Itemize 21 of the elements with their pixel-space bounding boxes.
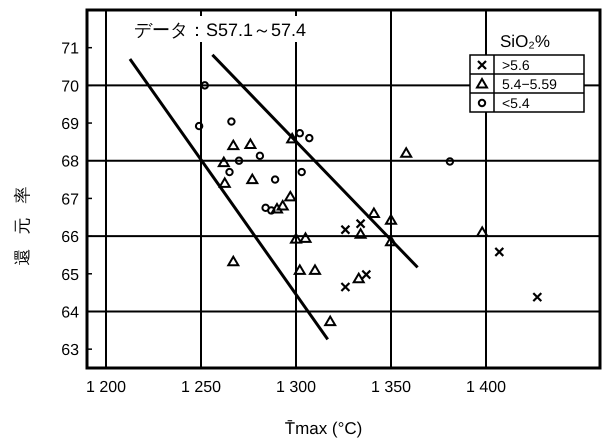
y-axis-title: 還元率 — [13, 172, 32, 266]
legend-label: 5.4−5.59 — [502, 76, 558, 92]
y-tick-label: 67 — [61, 191, 80, 208]
legend-label: <5.4 — [502, 95, 530, 111]
legend-title: SiO₂% — [500, 32, 550, 51]
y-tick-label: 64 — [61, 304, 80, 322]
y-tick-label: 66 — [61, 229, 80, 246]
y-tick-label: 69 — [61, 116, 80, 134]
y-tick-label: 71 — [61, 40, 80, 58]
annotation: データ：S57.1～57.4 — [134, 20, 306, 40]
y-tick-label: 68 — [61, 154, 80, 171]
legend-label: >5.6 — [502, 57, 530, 73]
x-tick-label: 1 300 — [276, 379, 316, 396]
x-tick-label: 1 400 — [466, 379, 506, 396]
y-tick-label: 63 — [61, 342, 80, 360]
y-tick-label: 65 — [61, 266, 80, 284]
y-tick-label: 70 — [61, 78, 80, 96]
x-tick-label: 1 250 — [180, 379, 222, 396]
x-axis-title: T̄max (°C) — [284, 419, 362, 438]
x-tick-label: 1 350 — [370, 379, 412, 396]
x-tick-label: 1 200 — [86, 379, 126, 396]
